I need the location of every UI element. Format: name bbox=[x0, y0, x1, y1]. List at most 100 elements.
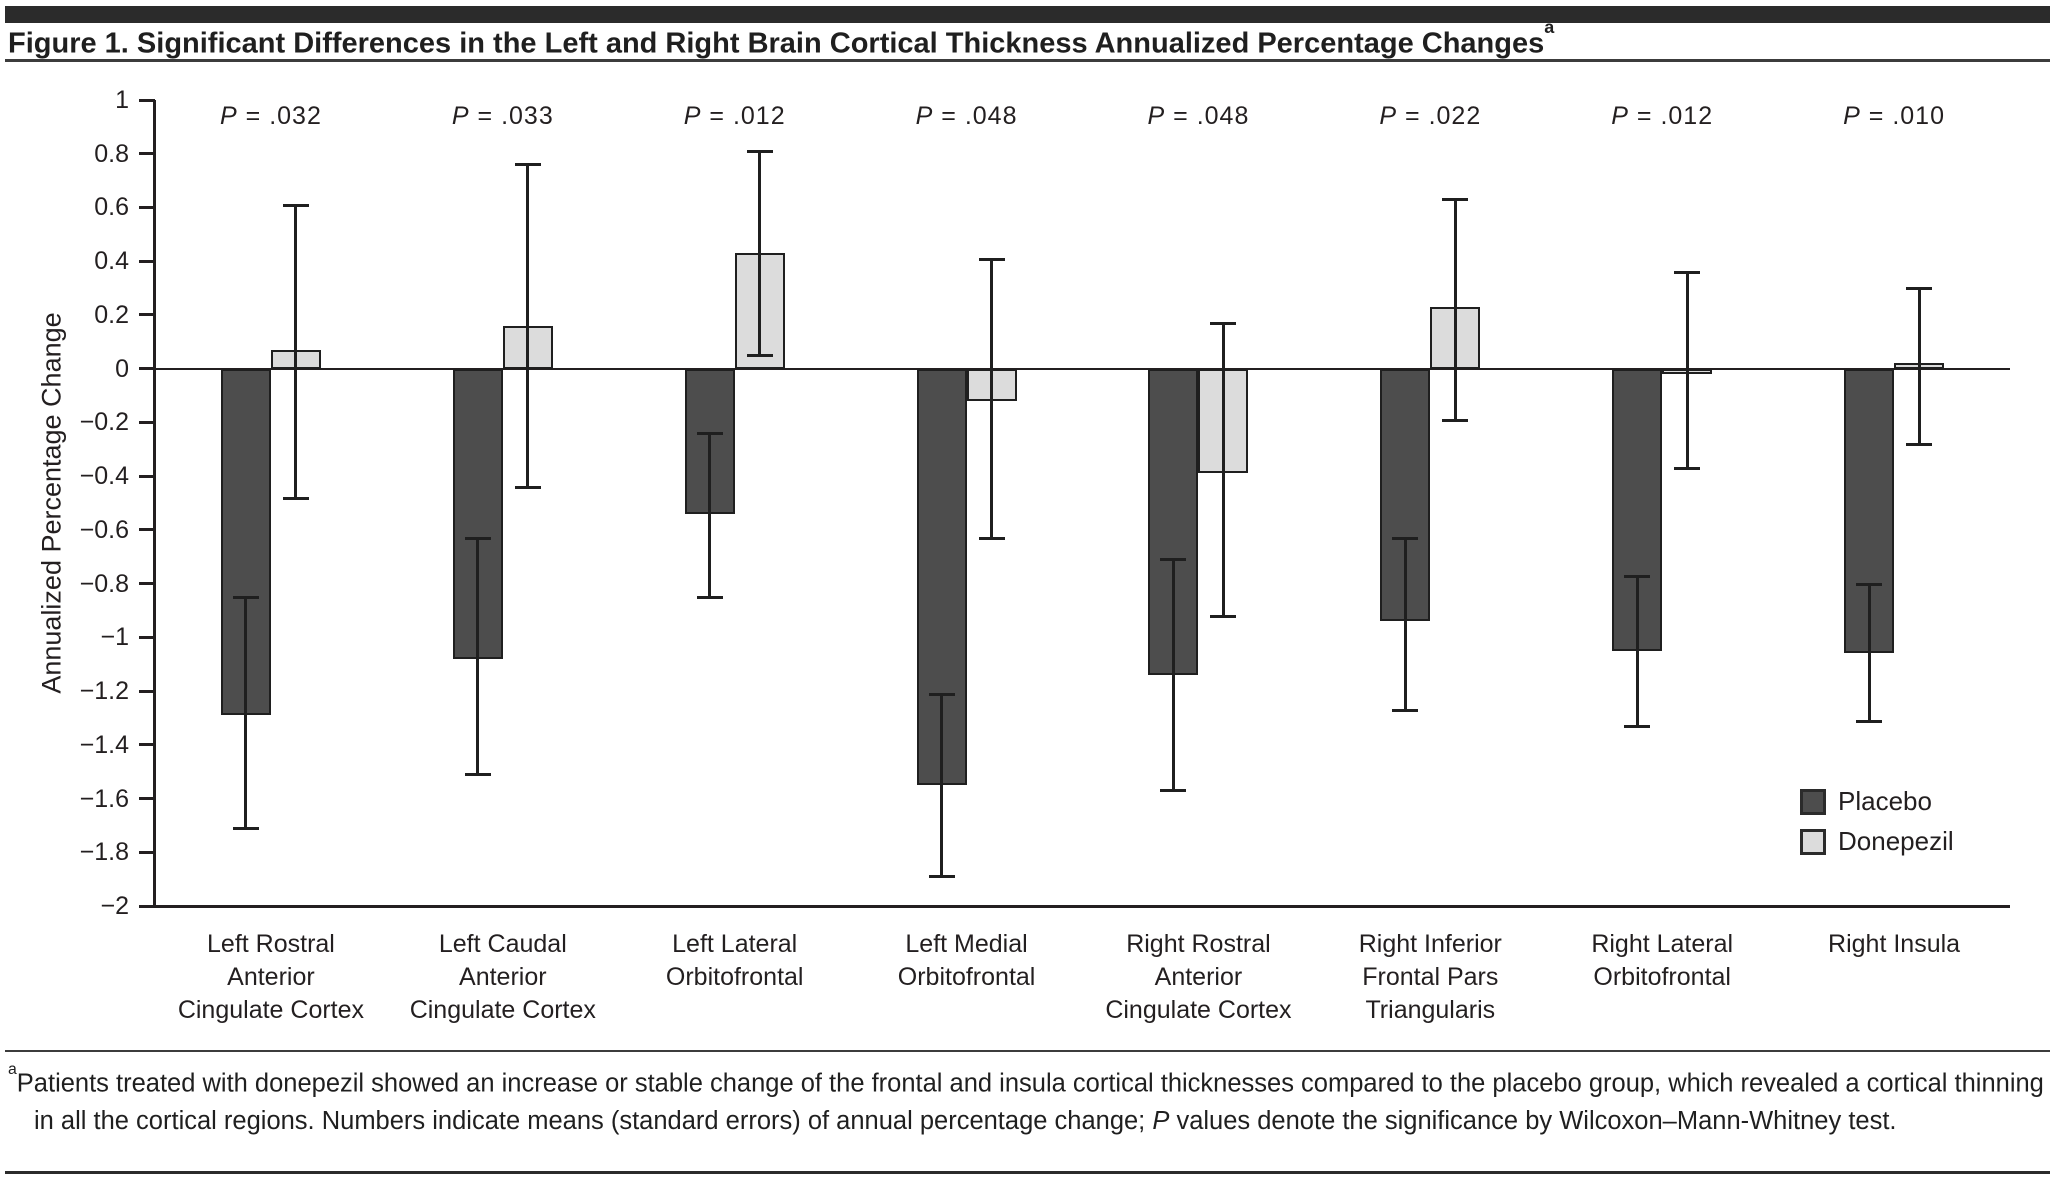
error-bar-donepezil-7 bbox=[1917, 288, 1921, 444]
error-bar-cap-top bbox=[1856, 582, 1883, 586]
x-category-label-5: Right Inferior Frontal Pars Triangularis bbox=[1313, 928, 1547, 1027]
p-value-label: P = .032 bbox=[220, 102, 322, 130]
p-italic: P bbox=[1611, 102, 1629, 130]
bar-placebo-4 bbox=[1148, 368, 1199, 675]
x-category-line: Anterior bbox=[1154, 963, 1243, 991]
error-bar-donepezil-5 bbox=[1453, 199, 1457, 420]
y-axis-tick bbox=[139, 904, 155, 908]
y-axis-tick-label: −1.2 bbox=[79, 677, 129, 706]
p-value-label: P = .010 bbox=[1843, 102, 1945, 130]
error-bar-cap-bottom bbox=[1160, 789, 1187, 793]
x-category-line: Right Lateral bbox=[1591, 930, 1734, 958]
p-italic: P bbox=[1147, 102, 1166, 130]
footnote-divider bbox=[5, 1050, 2050, 1052]
y-axis-tick bbox=[139, 582, 155, 586]
error-bar-donepezil-3 bbox=[990, 258, 994, 538]
error-bar-cap-bottom bbox=[1906, 442, 1933, 446]
legend-swatch-placebo bbox=[1800, 788, 1826, 815]
y-axis-tick-label: −1.4 bbox=[79, 730, 129, 759]
error-bar-placebo-0 bbox=[244, 597, 248, 829]
y-axis-line bbox=[153, 100, 156, 906]
y-axis-tick-label: −0.2 bbox=[79, 408, 129, 437]
error-bar-placebo-3 bbox=[940, 693, 944, 877]
p-italic: P bbox=[915, 102, 934, 130]
y-axis-tick-label: −1 bbox=[100, 623, 129, 652]
x-category-line: Triangularis bbox=[1365, 996, 1496, 1024]
error-bar-placebo-6 bbox=[1635, 575, 1639, 726]
y-axis-tick bbox=[139, 205, 155, 209]
error-bar-cap-top bbox=[978, 257, 1005, 261]
error-bar-cap-top bbox=[696, 432, 723, 436]
y-axis-tick bbox=[139, 259, 155, 263]
error-bar-donepezil-1 bbox=[526, 164, 530, 487]
bottom-rule bbox=[5, 1171, 2050, 1174]
y-axis-tick-label: 0 bbox=[115, 354, 129, 383]
error-bar-placebo-5 bbox=[1403, 537, 1407, 710]
y-axis-tick bbox=[139, 689, 155, 693]
error-bar-cap-top bbox=[1160, 558, 1187, 562]
error-bar-cap-bottom bbox=[978, 536, 1005, 540]
footnote-superscript: a bbox=[8, 1061, 17, 1079]
y-axis-tick-label: 0.8 bbox=[94, 139, 129, 168]
error-bar-cap-bottom bbox=[1624, 724, 1651, 728]
error-bar-cap-bottom bbox=[1210, 614, 1237, 618]
y-axis-tick bbox=[139, 367, 155, 371]
x-category-label-0: Left Rostral Anterior Cingulate Cortex bbox=[154, 928, 388, 1027]
error-bar-cap-bottom bbox=[928, 875, 955, 879]
x-category-line: Left Medial bbox=[905, 930, 1028, 958]
error-bar-cap-top bbox=[1906, 287, 1933, 291]
p-italic: P bbox=[1843, 102, 1861, 130]
chart-legend: Placebo Donepezil bbox=[1800, 786, 1954, 866]
error-bar-cap-bottom bbox=[1856, 719, 1883, 723]
y-axis-tick-label: −1.8 bbox=[79, 838, 129, 867]
top-rule bbox=[5, 6, 2050, 23]
error-bar-cap-bottom bbox=[514, 485, 541, 489]
x-category-line: Right Insula bbox=[1828, 930, 1961, 958]
y-axis-tick bbox=[139, 98, 155, 102]
figure-title-superscript: a bbox=[1544, 17, 1555, 38]
y-axis-tick bbox=[139, 152, 155, 156]
error-bar-cap-bottom bbox=[1442, 418, 1469, 422]
y-axis-tick-label: −0.4 bbox=[79, 462, 129, 491]
x-category-line: Frontal Pars bbox=[1362, 963, 1499, 991]
y-axis-tick-label: 0.6 bbox=[94, 193, 129, 222]
y-axis-tick bbox=[139, 635, 155, 639]
x-category-line: Left Rostral bbox=[207, 930, 335, 958]
error-bar-cap-top bbox=[464, 536, 491, 540]
error-bar-donepezil-2 bbox=[758, 151, 762, 356]
x-category-line: Right Rostral bbox=[1126, 930, 1271, 958]
footnote-text-2: values denote the significance by Wilcox… bbox=[1169, 1106, 1897, 1135]
y-axis-tick-label: 1 bbox=[115, 86, 129, 114]
error-bar-cap-bottom bbox=[696, 596, 723, 600]
error-bar-placebo-1 bbox=[476, 537, 480, 775]
error-bar-cap-bottom bbox=[232, 827, 259, 831]
y-axis-tick-label: 0.2 bbox=[94, 300, 129, 329]
zero-axis-line bbox=[155, 367, 2010, 370]
x-category-line: Orbitofrontal bbox=[1593, 963, 1731, 991]
x-category-line: Orbitofrontal bbox=[665, 963, 804, 991]
chart-plot-area: 1 0.8 0.6 0.4 0.2 0 −0.2 −0.4 −0.6 −0.8 −1 −1.2 −1.4… bbox=[80, 86, 2010, 1024]
error-bar-placebo-2 bbox=[708, 433, 712, 598]
p-value-label: P = .022 bbox=[1379, 102, 1482, 130]
x-category-line: Cingulate Cortex bbox=[1105, 996, 1292, 1024]
y-axis-tick-label: −2 bbox=[100, 892, 129, 920]
error-bar-cap-top bbox=[1442, 198, 1469, 202]
error-bar-cap-bottom bbox=[464, 773, 491, 777]
error-bar-donepezil-0 bbox=[294, 204, 298, 498]
y-axis-tick-label: −0.6 bbox=[79, 515, 129, 544]
error-bar-cap-top bbox=[1624, 574, 1651, 578]
legend-label: Placebo bbox=[1838, 786, 1932, 816]
p-italic: P bbox=[1379, 102, 1398, 130]
p-value-label: P = .012 bbox=[1611, 102, 1714, 130]
figure-title-text: Figure 1. Significant Differences in the… bbox=[8, 27, 1545, 60]
error-bar-cap-bottom bbox=[1392, 708, 1419, 712]
x-category-label-7: Right Insula bbox=[1777, 928, 2011, 961]
error-bar-cap-bottom bbox=[282, 496, 309, 500]
y-axis-tick bbox=[139, 850, 155, 854]
x-category-line: Left Lateral bbox=[672, 930, 798, 958]
error-bar-donepezil-6 bbox=[1685, 271, 1689, 469]
error-bar-cap-top bbox=[514, 163, 541, 167]
x-category-label-4: Right Rostral Anterior Cingulate Cortex bbox=[1081, 928, 1315, 1027]
title-divider bbox=[5, 59, 2050, 62]
